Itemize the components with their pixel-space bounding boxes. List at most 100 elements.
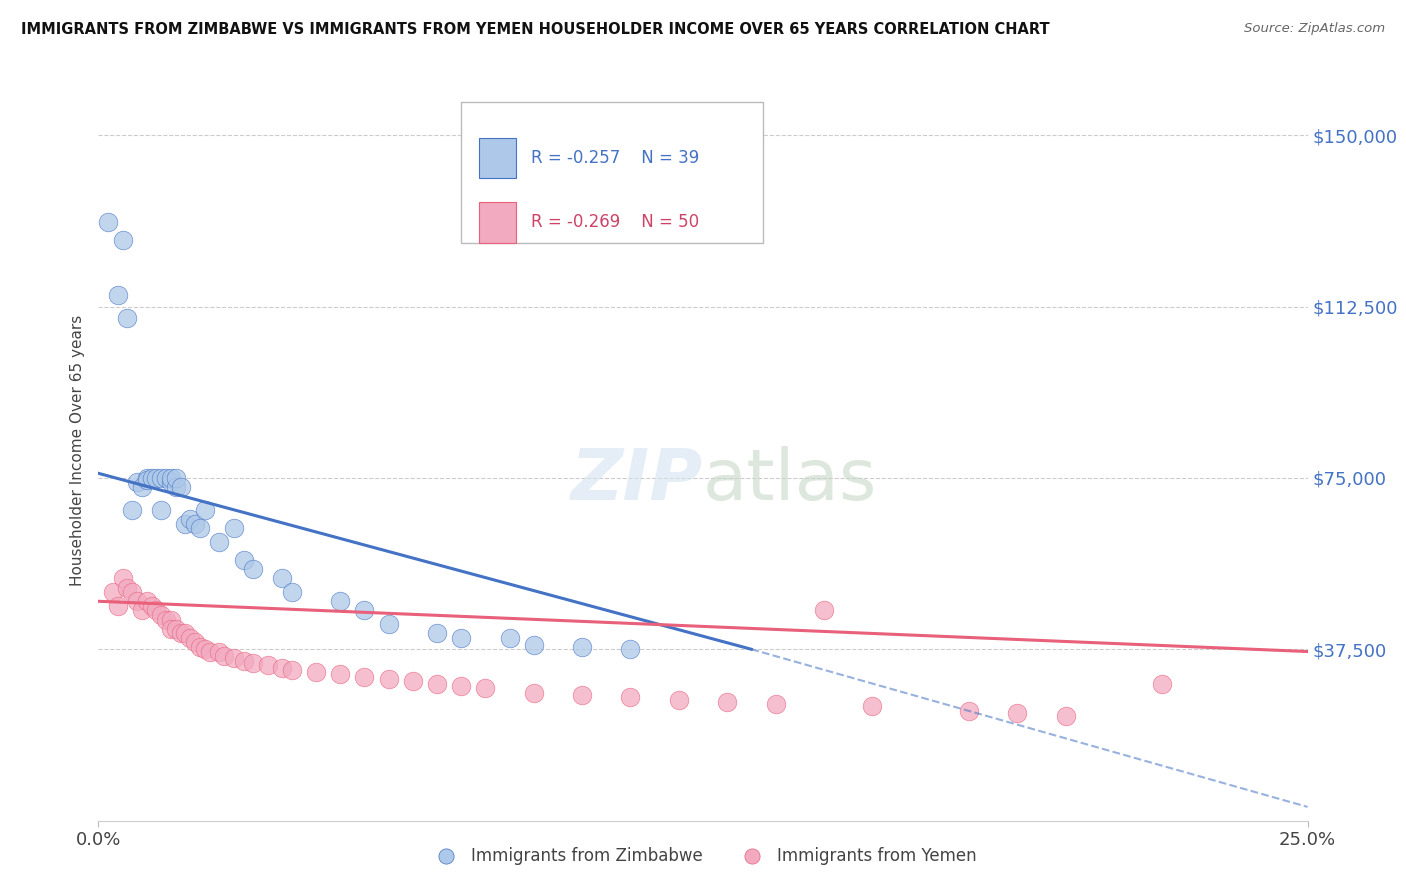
Point	[571, 688, 593, 702]
Point	[450, 679, 472, 693]
Point	[1007, 706, 1029, 721]
Point	[232, 553, 254, 567]
Point	[188, 521, 211, 535]
Point	[160, 475, 183, 490]
Point	[150, 503, 173, 517]
Point	[174, 626, 197, 640]
Point	[281, 663, 304, 677]
Point	[271, 571, 294, 585]
Bar	[479, 137, 516, 178]
Point	[169, 626, 191, 640]
Point	[242, 562, 264, 576]
Point	[150, 471, 173, 485]
Point	[184, 635, 207, 649]
Point	[150, 607, 173, 622]
Point	[765, 697, 787, 711]
Point	[426, 626, 449, 640]
Legend: Immigrants from Zimbabwe, Immigrants from Yemen: Immigrants from Zimbabwe, Immigrants fro…	[422, 840, 984, 871]
Point	[165, 622, 187, 636]
Point	[212, 649, 235, 664]
Point	[179, 512, 201, 526]
Point	[121, 585, 143, 599]
Text: ZIP: ZIP	[571, 446, 703, 515]
Point	[305, 665, 328, 679]
Text: R = -0.269    N = 50: R = -0.269 N = 50	[531, 213, 699, 231]
Point	[619, 642, 641, 657]
Text: IMMIGRANTS FROM ZIMBABWE VS IMMIGRANTS FROM YEMEN HOUSEHOLDER INCOME OVER 65 YEA: IMMIGRANTS FROM ZIMBABWE VS IMMIGRANTS F…	[21, 22, 1050, 37]
Point	[160, 471, 183, 485]
Point	[222, 651, 245, 665]
Point	[194, 503, 217, 517]
Point	[135, 594, 157, 608]
Point	[571, 640, 593, 654]
Point	[242, 656, 264, 670]
Point	[155, 613, 177, 627]
Point	[957, 704, 980, 718]
Point	[165, 480, 187, 494]
Point	[208, 644, 231, 658]
Point	[121, 503, 143, 517]
Point	[135, 473, 157, 487]
Point	[160, 622, 183, 636]
Point	[232, 654, 254, 668]
Point	[127, 475, 149, 490]
Point	[716, 695, 738, 709]
Point	[184, 516, 207, 531]
Point	[426, 676, 449, 690]
Point	[523, 686, 546, 700]
Point	[498, 631, 520, 645]
Point	[155, 471, 177, 485]
Point	[377, 617, 399, 632]
Point	[141, 599, 163, 613]
Point	[329, 594, 352, 608]
Point	[377, 672, 399, 686]
Point	[111, 571, 134, 585]
Text: Source: ZipAtlas.com: Source: ZipAtlas.com	[1244, 22, 1385, 36]
Point	[1152, 676, 1174, 690]
Point	[222, 521, 245, 535]
FancyBboxPatch shape	[461, 103, 763, 244]
Point	[619, 690, 641, 705]
Point	[169, 480, 191, 494]
Point	[256, 658, 278, 673]
Point	[668, 692, 690, 706]
Point	[145, 603, 167, 617]
Bar	[479, 202, 516, 243]
Point	[208, 534, 231, 549]
Point	[127, 594, 149, 608]
Point	[165, 471, 187, 485]
Point	[117, 310, 139, 325]
Point	[353, 603, 375, 617]
Point	[131, 480, 153, 494]
Point	[474, 681, 496, 695]
Point	[188, 640, 211, 654]
Point	[141, 471, 163, 485]
Point	[101, 585, 124, 599]
Point	[281, 585, 304, 599]
Point	[523, 638, 546, 652]
Point	[353, 670, 375, 684]
Point	[111, 233, 134, 247]
Point	[107, 599, 129, 613]
Point	[107, 288, 129, 302]
Point	[402, 674, 425, 689]
Point	[194, 642, 217, 657]
Point	[860, 699, 883, 714]
Point	[813, 603, 835, 617]
Y-axis label: Householder Income Over 65 years: Householder Income Over 65 years	[70, 315, 86, 586]
Point	[329, 667, 352, 681]
Text: atlas: atlas	[703, 446, 877, 515]
Point	[135, 471, 157, 485]
Point	[1054, 708, 1077, 723]
Point	[117, 581, 139, 595]
Point	[174, 516, 197, 531]
Point	[271, 660, 294, 674]
Point	[160, 613, 183, 627]
Text: R = -0.257    N = 39: R = -0.257 N = 39	[531, 149, 700, 167]
Point	[131, 603, 153, 617]
Point	[97, 215, 120, 229]
Point	[179, 631, 201, 645]
Point	[145, 471, 167, 485]
Point	[450, 631, 472, 645]
Point	[198, 644, 221, 658]
